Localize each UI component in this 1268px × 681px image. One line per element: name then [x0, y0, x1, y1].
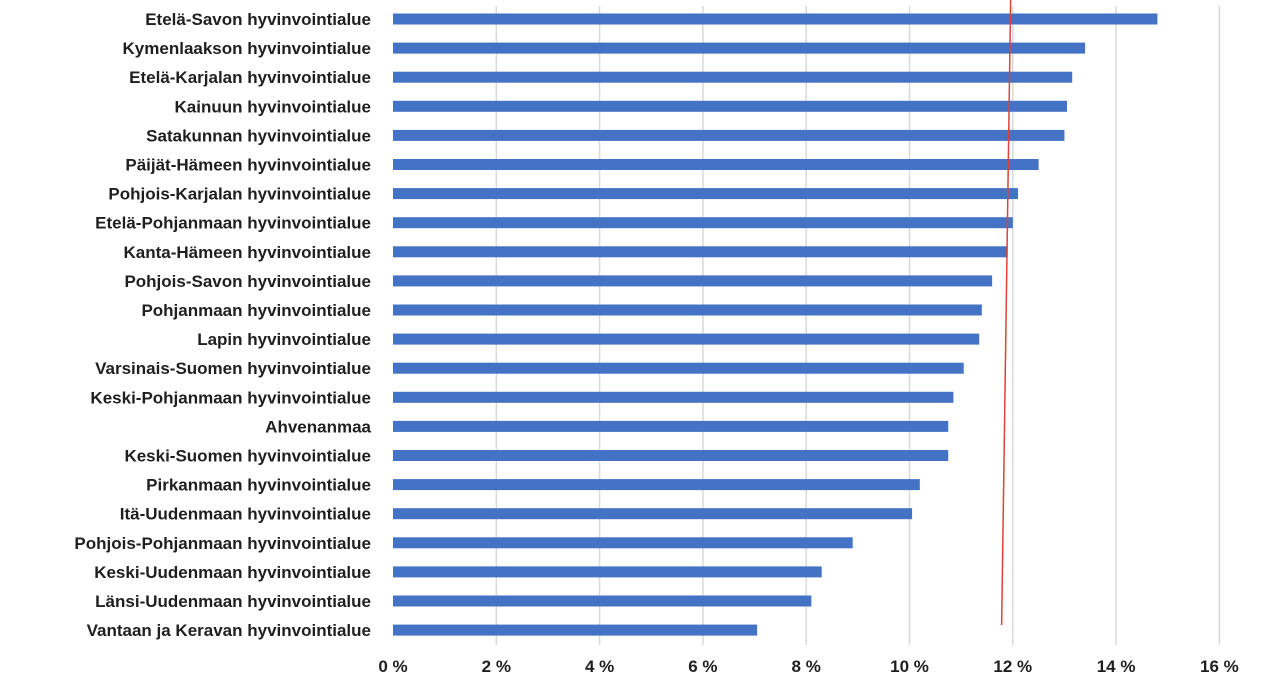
category-label: Keski-Uudenmaan hyvinvointialue [94, 563, 371, 582]
category-label: Etelä-Pohjanmaan hyvinvointialue [95, 214, 371, 233]
bar [393, 129, 1065, 141]
bar [393, 450, 949, 461]
category-label: Satakunnan hyvinvointialue [146, 126, 371, 145]
bar [393, 595, 812, 607]
category-label: Pohjois-Karjalan hyvinvointialue [108, 185, 371, 204]
category-label: Etelä-Savon hyvinvointialue [145, 10, 371, 29]
x-tick-label: 6 % [688, 657, 717, 676]
category-label: Länsi-Uudenmaan hyvinvointialue [95, 592, 371, 611]
bar [393, 479, 920, 491]
x-tick-label: 12 % [993, 657, 1032, 676]
category-label: Kainuun hyvinvointialue [175, 97, 371, 116]
reference-line-group [1000, 0, 1012, 626]
bar [393, 42, 1086, 54]
bar [393, 188, 1018, 200]
bar [393, 624, 758, 636]
category-label: Keski-Pohjanmaan hyvinvointialue [90, 388, 371, 407]
category-label: Lapin hyvinvointialue [197, 330, 371, 349]
x-tick-label: 8 % [792, 657, 821, 676]
category-label: Pirkanmaan hyvinvointialue [146, 476, 371, 495]
bar [393, 333, 980, 345]
bar [393, 537, 853, 549]
bar [393, 566, 822, 578]
x-tick-labels: 0 % 2 % 4 % 6 % 8 % 10 % 12 % 14 % 16 % [378, 657, 1238, 676]
bar [393, 217, 1013, 229]
category-label: Pohjanmaan hyvinvointialue [141, 301, 371, 320]
category-label: Etelä-Karjalan hyvinvointialue [129, 68, 371, 87]
category-label: Kanta-Hämeen hyvinvointialue [123, 243, 371, 262]
category-label: Itä-Uudenmaan hyvinvointialue [120, 505, 371, 524]
bar [393, 13, 1158, 25]
category-label: Kymenlaakson hyvinvointialue [123, 39, 371, 58]
x-tick-label: 14 % [1097, 657, 1136, 676]
category-labels: Etelä-Savon hyvinvointialue Kymenlaakson … [74, 10, 371, 640]
category-label: Keski-Suomen hyvinvointialue [124, 447, 371, 466]
bar [393, 304, 982, 316]
bar [393, 420, 949, 432]
reference-line [1000, 0, 1012, 626]
category-label: Ahvenanmaa [265, 417, 371, 436]
x-tick-label: 10 % [890, 657, 929, 676]
category-label: Varsinais-Suomen hyvinvointialue [95, 359, 371, 378]
x-tick-label: 2 % [482, 657, 511, 676]
bar [393, 275, 993, 287]
x-tick-label: 16 % [1200, 657, 1239, 676]
bar [393, 508, 913, 520]
category-label: Päijät-Hämeen hyvinvointialue [125, 156, 371, 175]
category-label: Pohjois-Pohjanmaan hyvinvointialue [74, 534, 371, 553]
category-label: Pohjois-Savon hyvinvointialue [124, 272, 371, 291]
bar [393, 159, 1039, 170]
bar [393, 71, 1073, 83]
gridlines [495, 6, 1221, 645]
category-label: Vantaan ja Keravan hyvinvointialue [87, 621, 371, 640]
bar [393, 246, 1008, 258]
bars [393, 13, 1158, 636]
x-tick-label: 4 % [585, 657, 614, 676]
bar [393, 362, 964, 374]
x-tick-label: 0 % [378, 657, 407, 676]
bar [393, 391, 954, 403]
bar [393, 100, 1068, 112]
